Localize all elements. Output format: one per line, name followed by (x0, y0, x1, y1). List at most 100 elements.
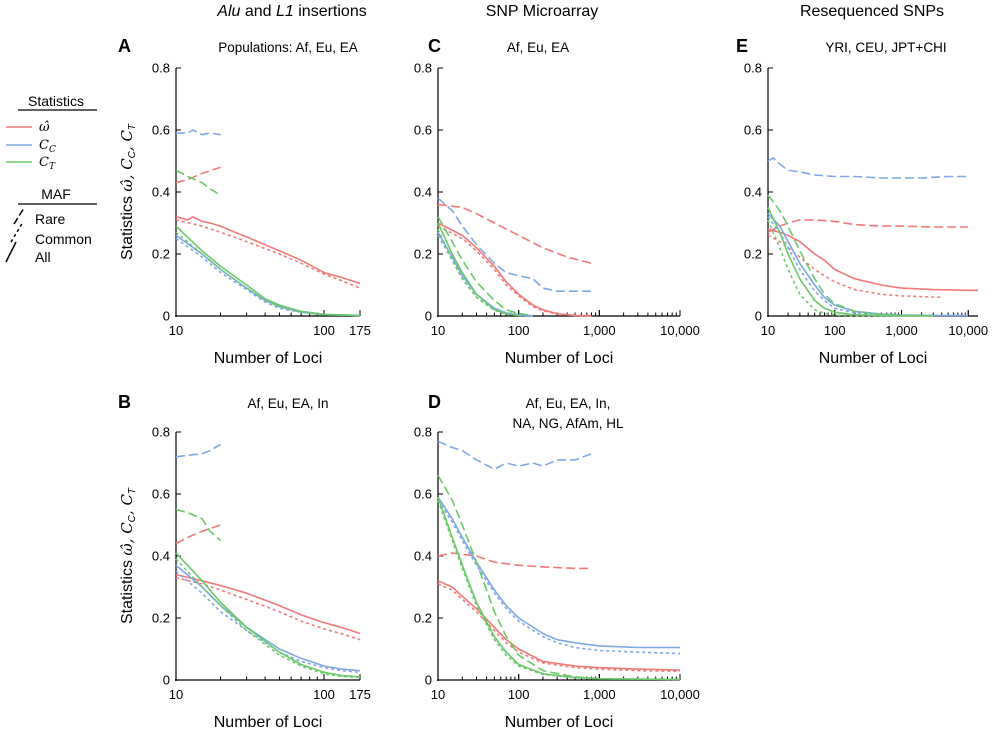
panel-e-x-tick-label: 10 (761, 323, 775, 338)
panel-d-y-tick-label: 0.6 (414, 487, 432, 502)
panel-a-series-omega-common (175, 219, 361, 289)
panel-b: B Af, Eu, EA, In 0 0.2 0.4 0.6 0.8 10 100 175 Numb… (118, 392, 371, 731)
panel-a-x-axis-label: Number of Loci (214, 350, 323, 367)
legend-cc-label: CC (39, 138, 56, 155)
panel-e-y-tick-label: 0.8 (744, 61, 762, 76)
panel-c-letter: C (428, 36, 441, 56)
panel-e-x-tick-label: 100 (824, 323, 846, 338)
panel-c-series-omega-common (437, 225, 592, 317)
panel-b-y-axis-label-part: , C (118, 494, 136, 516)
panel-b-series-omega-all (175, 573, 361, 635)
panel-c-x-tick-label: 10,000 (660, 323, 700, 338)
panel-b-series-ct-common (175, 558, 361, 679)
panel-b-subtitle-line: Af, Eu, EA, In (247, 396, 328, 411)
panel-b-y-axis-label: Statistics ω̂, CC, CT (118, 487, 138, 624)
panel-e-series-cc-common (767, 216, 934, 317)
panel-e-x-tick-label: 10,000 (948, 323, 988, 338)
panel-a-letter: A (118, 36, 131, 56)
panel-a-series-cc-rare (176, 129, 221, 136)
panel-e-y-tick-label: 0.6 (744, 123, 762, 138)
panel-a-subtitle-line: Populations: Af, Eu, EA (218, 40, 358, 55)
panel-b-y-tick-label: 0.4 (152, 549, 170, 564)
panel-e-series-omega-all (767, 228, 978, 292)
panel-d-x-axis-label: Number of Loci (505, 714, 614, 731)
panel-a-y-axis-label-part: C (127, 150, 138, 158)
panel-d-series-cc-all (437, 496, 680, 649)
panel-d-series-ct-rare (437, 475, 600, 680)
panel-d-series-omega-rare (437, 552, 592, 570)
panel-c-y-tick-label: 0.2 (414, 247, 432, 262)
panel-d-series-cc-rare (437, 440, 592, 470)
panel-c-x-axis-label: Number of Loci (505, 350, 614, 367)
panel-d-x-tick-label: 10 (431, 687, 445, 702)
panel-d-y-tick-label: 0.8 (414, 425, 432, 440)
panel-d-y-tick-label: 0 (425, 673, 432, 688)
column-title-alu: Alu (216, 3, 240, 20)
legend-maf-title: MAF (41, 186, 71, 202)
panel-a-y-tick-label: 0.8 (152, 61, 170, 76)
panel-d-series-omega-all (437, 580, 681, 671)
legend-maf-common-label: Common (35, 231, 92, 247)
legend-maf-rare-label: Rare (35, 211, 66, 227)
panel-c-series-cc-all (437, 231, 533, 317)
legend-ct-label: CT (39, 155, 56, 172)
panel-b-x-tick-label: 10 (169, 687, 183, 702)
column-title-snp-microarray: SNP Microarray (486, 3, 599, 20)
panel-c-y-tick-label: 0.4 (414, 185, 432, 200)
panel-b-x-tick-label: 100 (313, 687, 335, 702)
panel-c: C Af, Eu, EA 0 0.2 0.4 0.6 0.8 10 100 1,000 10,000… (414, 36, 700, 367)
panel-a-y-tick-label: 0 (163, 309, 170, 324)
panel-b-series-cc-all (175, 564, 361, 672)
panel-b-series-ct-rare (175, 508, 222, 542)
legend-cc-subscript: C (49, 145, 56, 155)
panel-d-subtitle-line: Af, Eu, EA, In, (526, 396, 611, 411)
panel-a-y-axis-label-part: T (127, 123, 138, 130)
panel-a-y-tick-label: 0.4 (152, 185, 170, 200)
column-title-insertions: insertions (294, 3, 367, 20)
panel-d-y-tick-label: 0.2 (414, 611, 432, 626)
panel-d-series-omega-common (437, 583, 681, 673)
panel-d-x-tick-label: 100 (508, 687, 530, 702)
panel-b-series-cc-common (175, 570, 361, 674)
panel-c-subtitle-line: Af, Eu, EA (507, 40, 569, 55)
panel-c-x-tick-label: 10 (431, 323, 445, 338)
panel-a-y-axis-label-part: ω̂, C (118, 158, 136, 192)
panel-c-y-tick-label: 0.8 (414, 61, 432, 76)
panel-c-series-omega-rare (437, 203, 592, 265)
panel-b-x-axis-label: Number of Loci (214, 714, 323, 731)
panel-e: E YRI, CEU, JPT+CHI 0 0.2 0.4 0.6 0.8 10 100 1,00… (736, 36, 988, 367)
panel-a-series-omega-rare (175, 166, 221, 184)
legend-maf-all-label: All (35, 249, 51, 265)
panel-a-x-tick-label: 100 (313, 323, 335, 338)
panel-c-x-tick-label: 100 (508, 323, 530, 338)
panel-c-series-cc-common (437, 235, 533, 317)
legend-ct-subscript: T (49, 162, 56, 172)
legend-cc-letter: C (39, 138, 49, 153)
panel-b-y-axis-label-part: C (127, 514, 138, 522)
column-title-l1: L1 (276, 3, 294, 20)
panel-b-x-tick-label: 175 (349, 687, 371, 702)
panel-d: D Af, Eu, EA, In, NA, NG, AfAm, HL 0 0.2 0.4 0… (414, 392, 700, 731)
panel-b-series-omega-common (175, 576, 361, 641)
legend-omega-label: ω̂ (39, 120, 50, 135)
panel-d-x-tick-label: 1,000 (583, 687, 616, 702)
panel-e-series-ct-common (767, 219, 902, 317)
panel-e-series-cc-rare (767, 157, 969, 179)
legend-ct-letter: C (39, 155, 49, 170)
panel-a-x-tick-label: 175 (349, 323, 371, 338)
panel-b-series-omega-rare (175, 524, 221, 545)
panel-e-series-omega-rare (767, 219, 969, 234)
panel-d-letter: D (428, 392, 441, 412)
panel-e-y-tick-label: 0.2 (744, 247, 762, 262)
panel-c-series-ct-all (437, 222, 519, 317)
panel-a-series-ct-rare (175, 169, 222, 196)
panel-a-series-ct-common (175, 231, 361, 317)
panel-e-letter: E (736, 36, 748, 56)
column-title-resequenced-snps: Resequenced SNPs (800, 3, 944, 20)
panel-a-y-axis-label-part: Statistics (119, 192, 136, 260)
panel-c-x-tick-label: 1,000 (583, 323, 616, 338)
panel-a-y-tick-label: 0.2 (152, 247, 170, 262)
panel-b-series-cc-rare (175, 443, 222, 458)
panel-d-series-cc-common (437, 499, 681, 655)
